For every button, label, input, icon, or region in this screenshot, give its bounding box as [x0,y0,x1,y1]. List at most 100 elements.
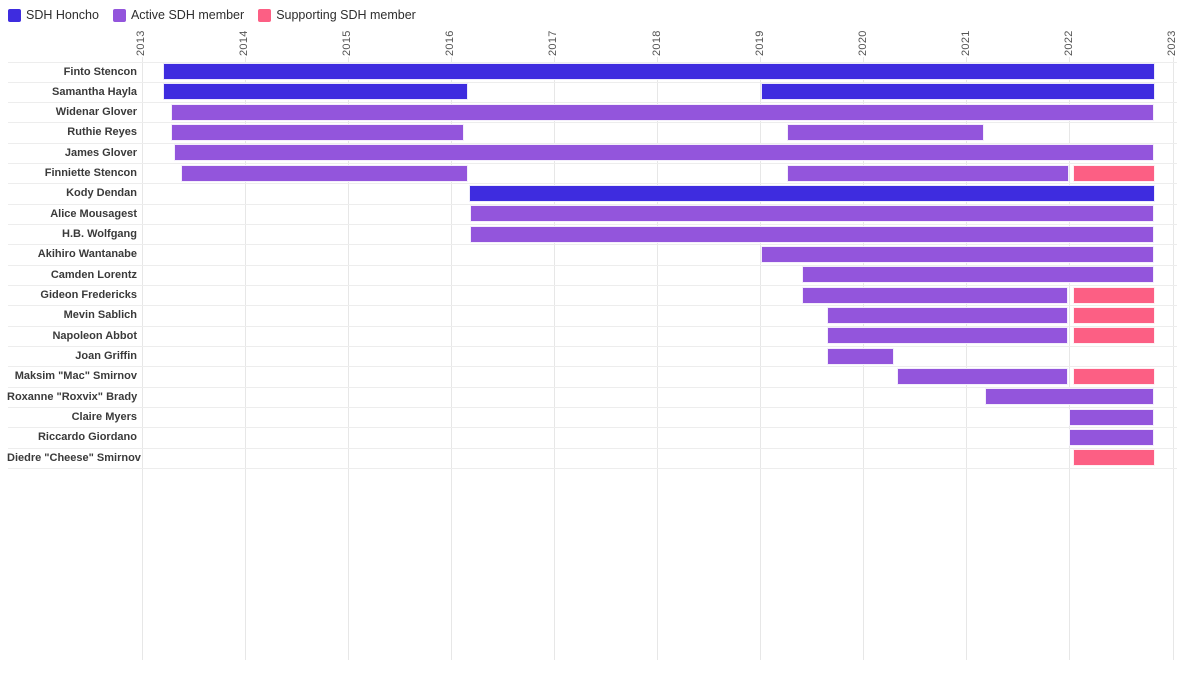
gantt-bar-active [760,246,1155,264]
gantt-bar-supporting [1072,286,1156,304]
row-separator [8,183,1177,185]
row-label: Napoleon Abbot [52,329,137,342]
gridline-2022 [1069,57,1071,660]
gridline-2018 [657,57,658,660]
row-separator [8,407,1177,409]
row-separator [8,427,1177,429]
row-separator [8,468,1177,470]
axis-tick-label-2022: 2022 [1062,30,1075,56]
legend: SDH Honcho Active SDH member Supporting SD… [8,8,416,23]
axis-tick-label-2018: 2018 [650,30,663,56]
gantt-bar-supporting [1072,449,1156,467]
gantt-bar-active [1068,408,1155,426]
row-label: Finto Stencon [63,65,137,78]
axis-tick-label-2020: 2020 [856,30,869,56]
gantt-bar-active [787,164,1069,182]
legend-swatch-honcho [8,9,21,22]
axis-tick-label-2023: 2023 [1166,30,1178,56]
gantt-bar-honcho [760,83,1156,101]
gantt-bar-active [173,144,1155,162]
row-separator [8,224,1177,226]
row-label: Ruthie Reyes [67,126,137,139]
legend-item-active: Active SDH member [112,8,245,23]
row-label: James Glover [64,146,137,159]
gridline-2017 [553,57,555,660]
row-label: Claire Myers [71,411,137,424]
gantt-bar-active [787,124,985,142]
gantt-bar-honcho [162,83,468,101]
axis-tick-label-2014: 2014 [238,30,251,56]
gridline-2014 [244,57,246,660]
row-separator [8,61,1177,63]
legend-swatch-active [112,9,126,22]
row-label: Widenar Glover [55,106,137,119]
row-label: Alice Mousagest [50,207,137,220]
legend-swatch-supporting [258,9,272,22]
axis-tick-label-2013: 2013 [135,30,147,56]
gantt-bar-active [170,103,1155,121]
gantt-bar-supporting [1072,368,1156,386]
row-label: Maksim "Mac" Smirnov [14,370,137,383]
gridline-2015 [347,57,349,660]
gantt-bar-supporting [1072,327,1156,345]
gantt-bar-active [181,164,468,182]
gridline-2023 [1172,57,1174,660]
row-separator [8,122,1177,124]
row-label: Finniette Stencon [44,167,137,180]
gridline-2019 [760,57,762,660]
axis-tick-label-2015: 2015 [341,30,354,56]
gantt-bar-active [801,286,1068,304]
row-separator [8,244,1177,246]
gantt-bar-active [469,205,1155,223]
row-separator [8,102,1177,104]
axis-tick-label-2017: 2017 [547,30,560,56]
legend-label: SDH Honcho [26,8,99,22]
legend-item-supporting: Supporting SDH member [258,8,416,23]
axis-tick-label-2019: 2019 [753,30,766,56]
row-separator [8,366,1177,368]
axis-tick-label-2021: 2021 [959,30,972,56]
gantt-bar-supporting [1072,164,1156,182]
gantt-bar-active [170,124,464,142]
row-label: Mevin Sablich [63,309,137,322]
legend-label: Supporting SDH member [276,8,416,22]
gantt-bar-active [469,225,1155,243]
row-label: Roxanne "Roxvix" Brady [7,390,138,403]
gantt-bar-active [1068,429,1155,447]
gantt-bar-active [801,266,1155,284]
gantt-bar-active [826,347,894,365]
gridline-2016 [450,57,452,660]
row-label: H.B. Wolfgang [62,228,137,241]
row-separator [8,264,1177,266]
row-separator [8,163,1177,165]
axis-tick-label-2016: 2016 [444,30,457,56]
gantt-bar-supporting [1072,307,1156,325]
row-separator [8,203,1177,205]
row-label: Kody Dendan [66,187,137,200]
row-separator [8,386,1177,388]
gantt-bar-active [896,368,1068,386]
row-label: Samantha Hayla [52,85,137,98]
gantt-bar-active [826,327,1068,345]
row-separator [8,325,1177,327]
gantt-bar-honcho [468,185,1156,203]
gantt-bar-active [985,388,1155,406]
row-separator [8,285,1177,287]
row-label: Akihiro Wantanabe [37,248,137,261]
gridline-2013 [141,57,143,660]
row-separator [8,447,1177,449]
legend-item-honcho: SDH Honcho [8,8,99,23]
gridline-2021 [966,57,968,660]
row-label: Riccardo Giordano [37,431,137,444]
gantt-bar-active [826,307,1068,325]
legend-label: Active SDH member [130,8,245,22]
gantt-bar-honcho [162,63,1156,81]
row-separator [8,142,1177,144]
row-separator [8,305,1177,307]
row-separator [8,81,1177,83]
row-label: Joan Griffin [75,350,137,363]
row-separator [8,346,1177,348]
row-label: Diedre "Cheese" Smirnov [7,451,141,464]
row-label: Camden Lorentz [50,268,137,281]
